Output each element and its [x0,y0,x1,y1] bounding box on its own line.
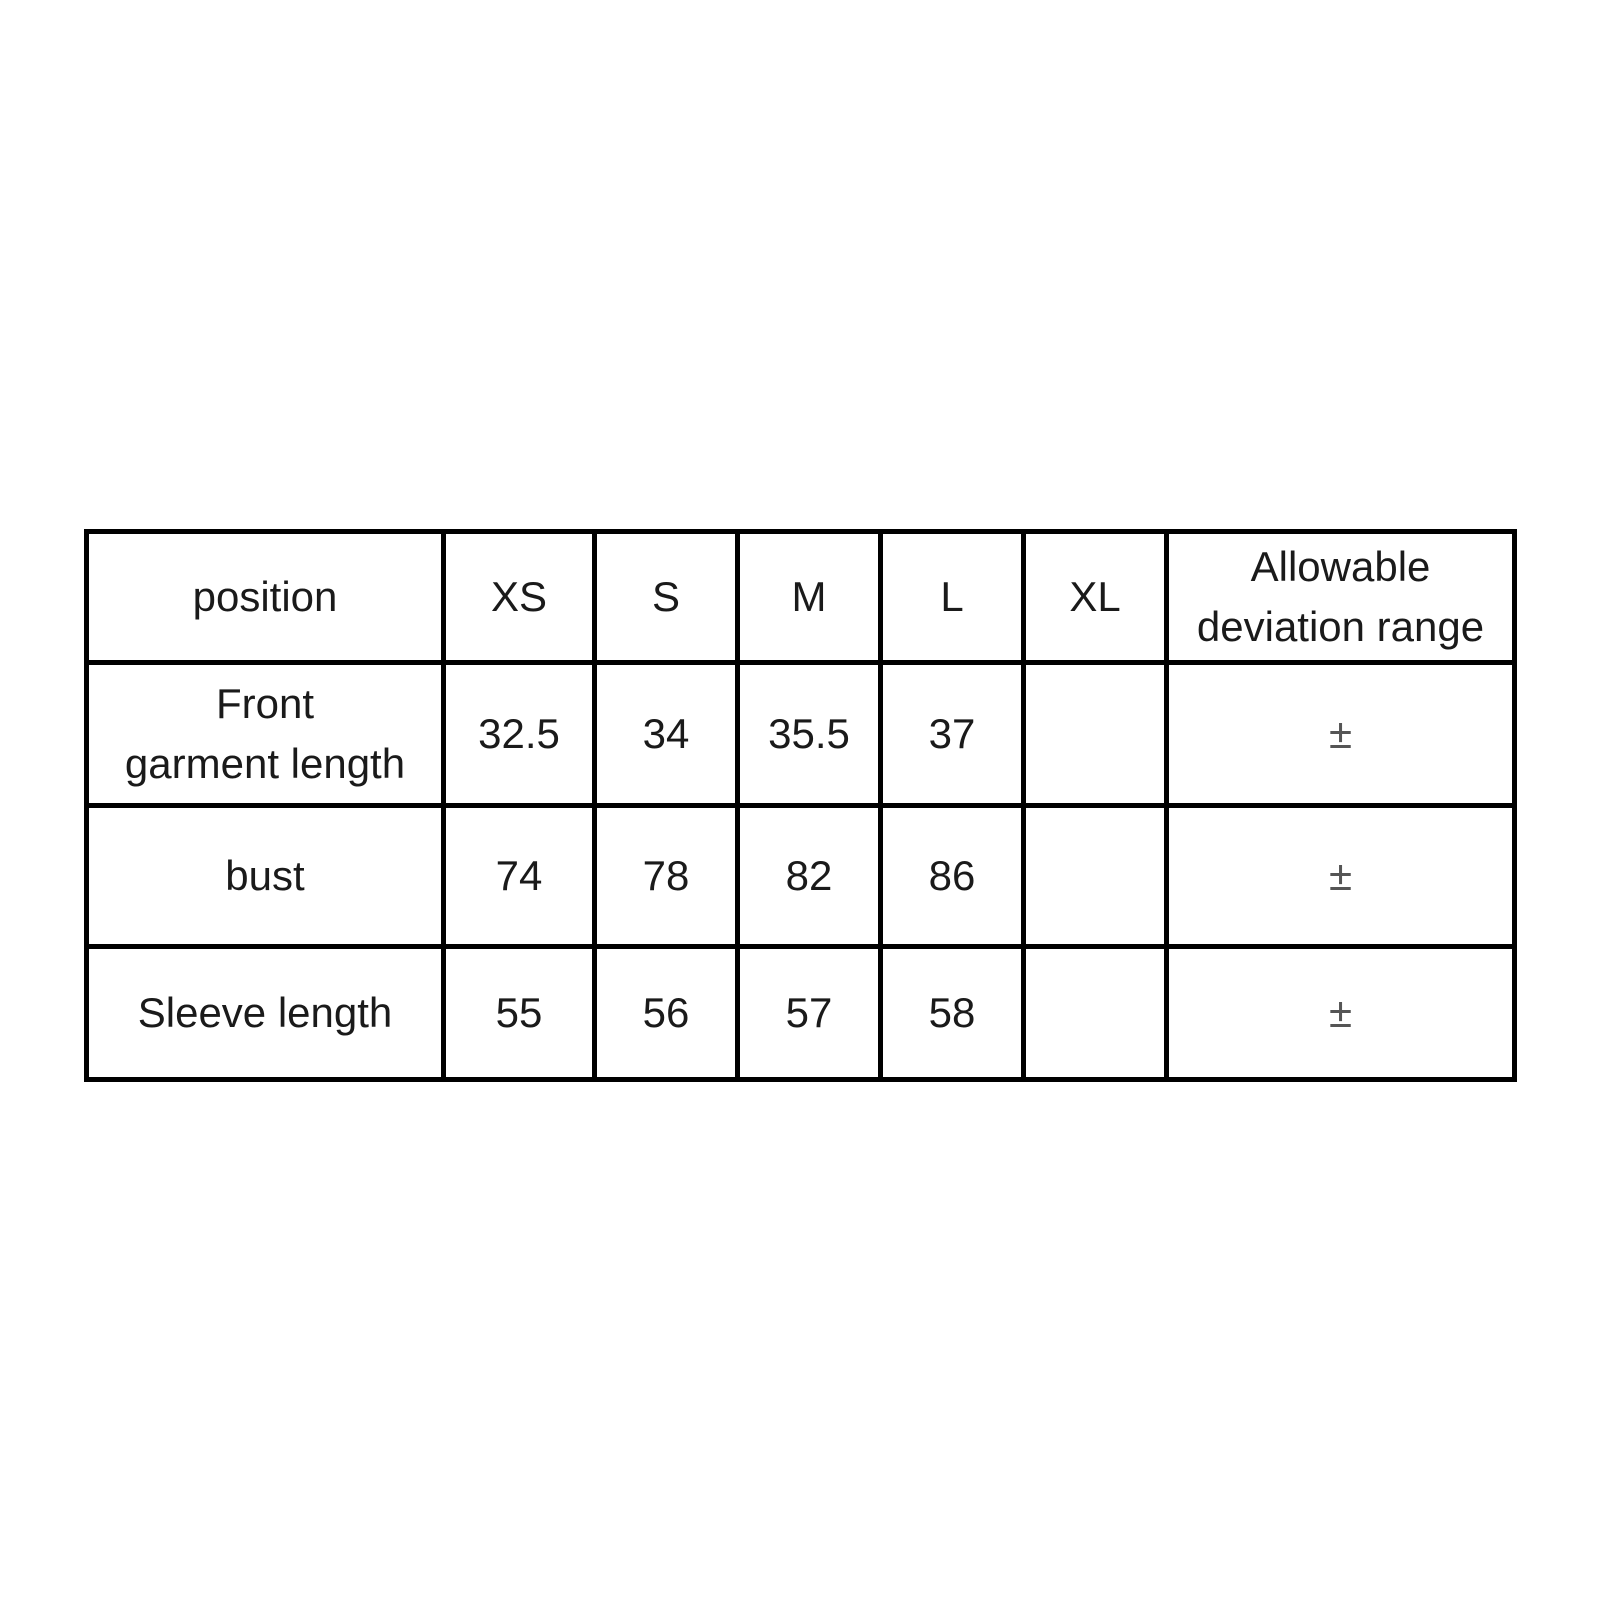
cell-bust-xs: 74 [441,803,597,949]
table-row-sleeve-length: Sleeve length 55 56 57 58 ± [84,944,1517,1082]
table-row-front-garment-length: Front garment length 32.5 34 35.5 37 ± [84,660,1517,808]
cell-front-garment-length-xl [1021,660,1169,808]
cell-sleeve-length-s: 56 [592,944,740,1082]
cell-bust-l: 86 [878,803,1026,949]
cell-front-garment-length-xs: 32.5 [441,660,597,808]
cell-sleeve-length-xs: 55 [441,944,597,1082]
row-label-bust: bust [84,803,446,949]
cell-front-garment-length-m: 35.5 [735,660,883,808]
cell-front-garment-length-s: 34 [592,660,740,808]
header-row: position XS S M L XL Allowable deviation… [84,529,1517,665]
deviation-symbol: ± [1164,944,1517,1082]
column-header-m: M [735,529,883,665]
column-header-position: position [84,529,446,665]
row-label-front-garment-length: Front garment length [84,660,446,808]
size-chart-table: position XS S M L XL Allowable deviation… [84,529,1517,1082]
row-label-sleeve-length: Sleeve length [84,944,446,1082]
cell-bust-m: 82 [735,803,883,949]
cell-bust-xl [1021,803,1169,949]
cell-sleeve-length-l: 58 [878,944,1026,1082]
cell-bust-s: 78 [592,803,740,949]
table-row-bust: bust 74 78 82 86 ± [84,803,1517,949]
column-header-xs: XS [441,529,597,665]
deviation-symbol: ± [1164,660,1517,808]
column-header-allowable-deviation-range: Allowable deviation range [1164,529,1517,665]
cell-sleeve-length-xl [1021,944,1169,1082]
cell-front-garment-length-l: 37 [878,660,1026,808]
column-header-l: L [878,529,1026,665]
deviation-symbol: ± [1164,803,1517,949]
column-header-s: S [592,529,740,665]
cell-sleeve-length-m: 57 [735,944,883,1082]
column-header-xl: XL [1021,529,1169,665]
